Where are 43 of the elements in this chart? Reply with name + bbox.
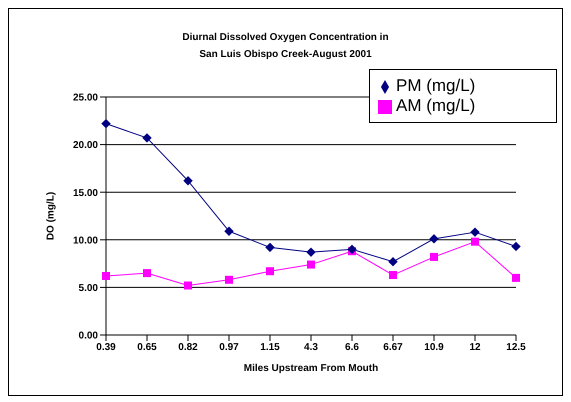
- point: [389, 271, 397, 280]
- x-tick-label: 0.82: [178, 342, 198, 354]
- legend-label: PM (mg/L): [396, 76, 476, 95]
- y-axis-title: DO (mg/L): [46, 192, 57, 240]
- point: [224, 226, 234, 236]
- point: [142, 133, 152, 142]
- x-tick-label: 12.5: [506, 342, 526, 354]
- y-tick-label: 10.00: [72, 235, 98, 246]
- x-tick-label: 1.15: [260, 342, 280, 354]
- point: [430, 252, 438, 261]
- point: [470, 228, 480, 237]
- point: [306, 248, 316, 257]
- point: [512, 274, 520, 282]
- y-tick-label: 25.00: [72, 92, 98, 104]
- y-tick-label: 15.00: [72, 188, 98, 199]
- legend-label: AM (mg/L): [396, 96, 476, 115]
- point: [102, 119, 110, 128]
- point: [143, 269, 151, 278]
- y-tick-label: 20.00: [72, 140, 98, 152]
- point: [471, 238, 479, 246]
- point: [388, 257, 398, 266]
- point: [512, 242, 520, 251]
- x-tick-label: 0.39: [96, 342, 116, 354]
- x-tick-label: 12: [469, 342, 481, 354]
- y-tick-label: 0.00: [78, 330, 98, 342]
- point: [184, 176, 192, 186]
- point: [348, 244, 356, 254]
- point: [430, 234, 438, 244]
- point: [266, 267, 274, 276]
- chart-title: Diurnal Dissolved Oxygen Concentration in San Luis Obispo Creek-August 2001: [181, 31, 390, 62]
- x-tick-label: 4.3: [304, 342, 318, 354]
- point: [307, 260, 315, 269]
- x-tick-label: 6.67: [383, 342, 404, 354]
- point: [225, 276, 233, 284]
- x-tick-label: 10.9: [424, 342, 444, 354]
- x-tick-label: 6.6: [345, 342, 360, 354]
- y-tick-label: 5.00: [78, 282, 98, 294]
- point: [102, 272, 110, 280]
- x-tick-label: 0.97: [219, 342, 240, 354]
- point: [266, 242, 274, 252]
- x-tick-label: 0.65: [137, 342, 158, 354]
- x-axis-title: Miles Upstream From Mouth: [244, 363, 378, 374]
- point: [184, 281, 192, 290]
